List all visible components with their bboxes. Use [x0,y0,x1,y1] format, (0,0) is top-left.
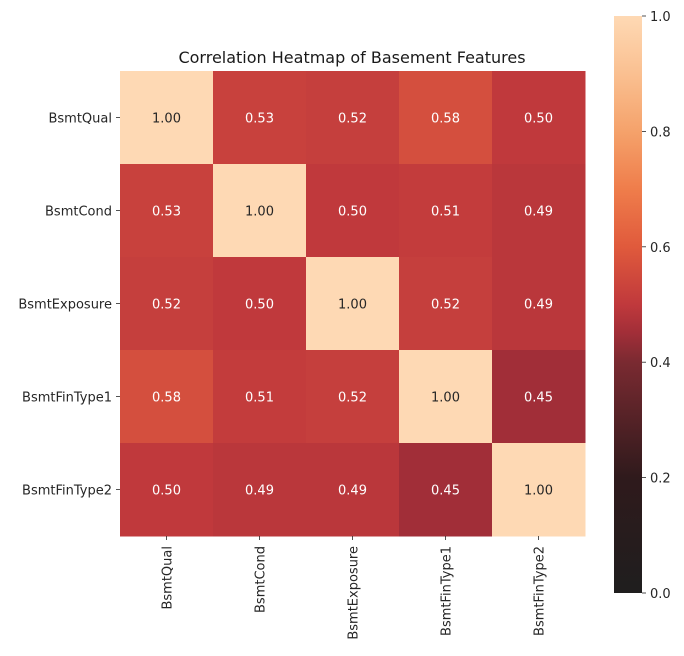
heatmap-cell-value: 0.51 [431,205,460,220]
heatmap-cells [120,71,586,537]
heatmap-cell [213,350,307,444]
heatmap-cell-value: 0.58 [431,112,460,127]
heatmap-cell [120,71,214,165]
heatmap-cell [213,71,307,165]
heatmap-cell-value: 0.50 [338,205,367,220]
y-axis-tick-label: BsmtQual [48,112,112,127]
heatmap-cell-value: 1.00 [245,205,274,220]
heatmap-cell-value: 0.45 [524,391,553,406]
y-axis-tick-labels: BsmtQual BsmtCond BsmtExposure BsmtFinType1… [18,112,120,499]
x-axis-tick-label: BsmtQual [161,546,176,610]
colorbar [614,16,642,593]
colorbar-tick-label: 0.6 [650,241,671,256]
heatmap-cell [306,350,400,444]
y-axis-tick-label: BsmtFinType2 [22,484,112,499]
heatmap-cell [399,71,493,165]
heatmap-cell [306,443,400,537]
heatmap-cell [306,71,400,165]
heatmap-cell-value: 0.58 [152,391,181,406]
x-axis-tick-labels: BsmtQual BsmtCond BsmtExposure BsmtFinType1… [161,536,548,640]
heatmap-cell-value: 0.52 [152,298,181,313]
y-axis-tick-label: BsmtExposure [18,298,112,313]
heatmap-cell-value: 0.50 [245,298,274,313]
heatmap-cell-value: 0.49 [245,484,274,499]
heatmap-cell-value: 0.53 [152,205,181,220]
heatmap-cell-value: 0.51 [245,391,274,406]
heatmap-cell [120,443,214,537]
heatmap-cell [120,164,214,258]
heatmap-cell-value: 0.49 [524,298,553,313]
heatmap-cell [492,164,586,258]
heatmap-cell [213,257,307,351]
colorbar-ticks: 0.0 0.2 0.4 0.6 0.8 1.0 [642,10,671,602]
heatmap-cell-value: 1.00 [152,112,181,127]
chart-title: Correlation Heatmap of Basement Features [178,48,525,67]
colorbar-tick-label: 0.2 [650,472,671,487]
y-axis-tick-label: BsmtFinType1 [22,391,112,406]
x-axis-tick-label: BsmtExposure [347,546,362,640]
heatmap-cell [399,164,493,258]
x-axis-tick-label: BsmtCond [254,546,269,613]
heatmap-cell-value: 1.00 [338,298,367,313]
heatmap-cell [492,257,586,351]
heatmap-cell [399,350,493,444]
heatmap-cell [492,350,586,444]
heatmap-cell-value: 0.49 [338,484,367,499]
heatmap-cell-value: 0.52 [338,112,367,127]
x-axis-tick-label: BsmtFinType1 [440,546,455,636]
heatmap-cell-value: 0.45 [431,484,460,499]
heatmap-cell [213,164,307,258]
heatmap-cell-value: 0.52 [338,391,367,406]
colorbar-tick-label: 0.8 [650,125,671,140]
heatmap-cell [120,257,214,351]
heatmap-cell-value: 1.00 [524,484,553,499]
heatmap-cell [306,164,400,258]
heatmap-cell [213,443,307,537]
heatmap-cell-value: 0.53 [245,112,274,127]
heatmap-cell [399,443,493,537]
y-axis-tick-label: BsmtCond [45,205,112,220]
heatmap-cell-labels: 1.00 0.53 0.52 0.58 0.50 0.53 1.00 0.50 0.51 0.49… [152,112,553,499]
heatmap-cell-value: 0.50 [152,484,181,499]
heatmap-cell [492,443,586,537]
heatmap-cell-value: 0.52 [431,298,460,313]
heatmap-cell [120,350,214,444]
heatmap-cell-value: 1.00 [431,391,460,406]
heatmap-cell [399,257,493,351]
colorbar-tick-label: 0.4 [650,356,671,371]
heatmap-cell [492,71,586,165]
colorbar-tick-label: 1.0 [650,10,671,25]
colorbar-tick-label: 0.0 [650,587,671,602]
heatmap-cell-value: 0.50 [524,112,553,127]
heatmap-cell-value: 0.49 [524,205,553,220]
heatmap-cell [306,257,400,351]
x-axis-tick-label: BsmtFinType2 [533,546,548,636]
